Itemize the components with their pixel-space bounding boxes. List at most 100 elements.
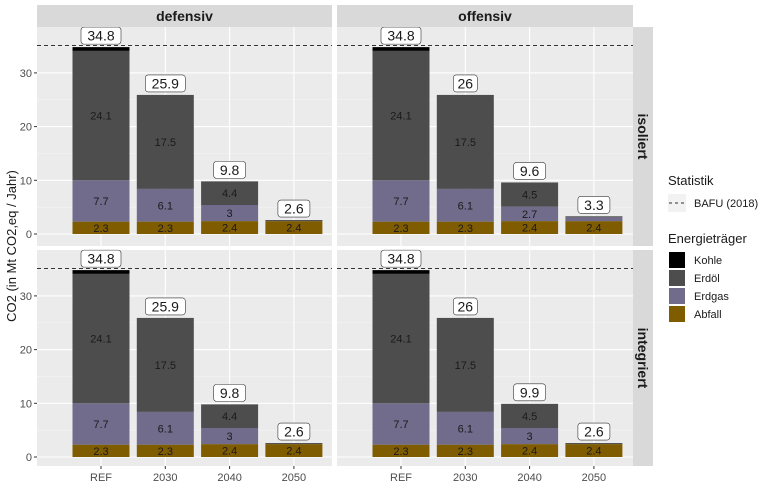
total-label: 9.9 [520, 384, 540, 400]
segment-label: 2.4 [222, 446, 237, 458]
segment-label: 2.3 [158, 223, 173, 235]
x-tick-label: 2030 [453, 472, 477, 484]
bar-stack-2040: 2.4 3 4.5 9.9 [501, 383, 559, 458]
segment-label: 2.3 [393, 446, 408, 458]
strip-label-integriert: integriert [635, 328, 651, 389]
total-label: 2.6 [584, 424, 604, 440]
bar-segment-abfall [565, 444, 623, 457]
legend-label-erdgas: Erdgas [694, 291, 729, 303]
segment-label: 7.7 [93, 196, 108, 208]
segment-label: 2.3 [93, 446, 108, 458]
panel-offensiv-integriert: 2.37.724.134.82.36.117.5262.434.59.92.42… [337, 249, 633, 466]
legend-swatch-erdoel [669, 270, 685, 286]
segment-label: 17.5 [455, 360, 476, 372]
segment-label: 24.1 [390, 111, 411, 123]
x-tick-label: 2050 [582, 472, 606, 484]
total-label: 25.9 [152, 75, 179, 91]
legend-swatch-erdgas [669, 288, 685, 304]
total-label: 9.6 [520, 163, 540, 179]
bar-segment-erdgas [372, 180, 430, 222]
panel-offensiv-isoliert: 2.37.724.134.82.36.117.5262.42.74.59.62.… [337, 26, 633, 246]
total-label-box [80, 26, 122, 45]
total-label-box [213, 161, 246, 179]
segment-label: 2.4 [222, 223, 237, 235]
total-label: 26 [458, 298, 474, 314]
x-tick-label: REF [90, 472, 112, 484]
bar-segment-abfall [136, 444, 194, 457]
bar-segment-erdgas [501, 428, 559, 445]
bar-segment-erdöl [72, 273, 130, 404]
bar-segment-erdgas [372, 403, 430, 445]
legend-label-bafu: BAFU (2018) [694, 198, 758, 210]
y-tick-label: 30 [20, 291, 32, 303]
segment-label: 2.4 [522, 446, 537, 458]
total-label: 3.3 [584, 197, 604, 213]
segment-label: 2.3 [393, 223, 408, 235]
bar-segment-erdöl [372, 273, 430, 404]
segment-label: 2.3 [93, 223, 108, 235]
strip-col-offensiv [337, 5, 633, 27]
bar-segment-abfall [201, 221, 259, 234]
bar-segment-erdöl [565, 216, 623, 218]
segment-label: 7.7 [93, 419, 108, 431]
legend: Statistik BAFU (2018) Energieträger Kohl… [668, 173, 758, 322]
panel-defensiv-isoliert: 2.37.724.134.82.36.117.525.92.434.49.82.… [37, 26, 332, 246]
bar-segment-abfall [265, 444, 323, 457]
bar-stack-REF: 2.3 7.7 24.1 34.8 [372, 249, 430, 458]
total-label: 9.8 [220, 385, 240, 401]
segment-label: 4.5 [522, 411, 537, 423]
bar-segment-erdgas [436, 411, 494, 445]
bar-segment-abfall [372, 444, 430, 457]
bar-segment-erdgas [565, 217, 623, 222]
segment-label: 6.1 [458, 423, 473, 435]
bar-segment-erdgas [72, 403, 130, 445]
legend-label-kohle: Kohle [694, 255, 722, 267]
bar-segment-erdöl [501, 182, 559, 207]
x-tick-label: 2040 [517, 472, 541, 484]
total-label: 2.6 [284, 201, 304, 217]
total-label: 25.9 [152, 298, 179, 314]
y-tick-label: 20 [20, 345, 32, 357]
bar-segment-abfall [372, 221, 430, 234]
total-label-box [577, 195, 611, 214]
segment-label: 17.5 [155, 137, 176, 149]
segment-label: 4.4 [222, 188, 237, 200]
total-label-box [452, 74, 478, 93]
y-tick-label: 10 [20, 175, 32, 187]
total-label: 34.8 [387, 251, 414, 267]
y-tick-label: 10 [20, 398, 32, 410]
bar-segment-abfall [265, 221, 323, 234]
segment-label: 24.1 [90, 334, 111, 346]
bar-stack-2050: 2.4 2.6 [265, 199, 323, 235]
total-label-box [577, 422, 611, 441]
bar-segment-erdgas [72, 180, 130, 222]
bar-segment-abfall [436, 221, 494, 234]
strip-col-defensiv [37, 5, 332, 27]
bar-segment-abfall [72, 444, 130, 457]
bar-segment-abfall [436, 444, 494, 457]
segment-label: 3 [227, 208, 233, 220]
bar-segment-erdöl [136, 317, 194, 412]
segment-label: 24.1 [390, 334, 411, 346]
segment-label: 3 [227, 431, 233, 443]
bar-segment-abfall [136, 221, 194, 234]
segment-label: 2.7 [522, 209, 537, 221]
segment-label: 17.5 [155, 360, 176, 372]
strip-label-offensiv: offensiv [458, 8, 512, 24]
total-label-box [452, 297, 478, 316]
bar-segment-abfall [501, 444, 559, 457]
segment-label: 7.7 [393, 196, 408, 208]
segment-label: 2.3 [458, 446, 473, 458]
y-tick-label: 0 [26, 452, 32, 464]
strip-label-isoliert: isoliert [635, 114, 651, 160]
segment-label: 3 [527, 431, 533, 443]
bar-stack-2030: 2.3 6.1 17.5 25.9 [136, 297, 194, 458]
segment-label: 17.5 [455, 137, 476, 149]
bar-segment-kohle [72, 270, 130, 274]
total-label-box [213, 384, 246, 402]
bar-stack-2030: 2.3 6.1 17.5 25.9 [136, 74, 194, 235]
x-tick-label: REF [390, 472, 412, 484]
bar-stack-REF: 2.3 7.7 24.1 34.8 [372, 26, 430, 235]
y-tick-label: 0 [26, 229, 32, 241]
total-label-box [277, 422, 311, 441]
